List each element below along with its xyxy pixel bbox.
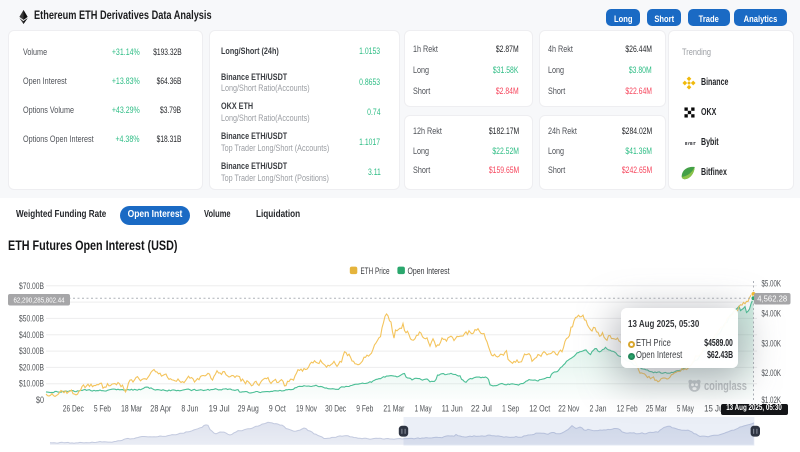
svg-text:$40.00B: $40.00B bbox=[19, 330, 44, 340]
svg-text:22 Jul: 22 Jul bbox=[471, 403, 492, 413]
svg-text:$20.00B: $20.00B bbox=[19, 362, 44, 372]
svg-text:11 Jun: 11 Jun bbox=[442, 403, 463, 413]
svg-text:18 Mar: 18 Mar bbox=[121, 403, 142, 413]
svg-text:5 Feb: 5 Feb bbox=[94, 403, 111, 413]
svg-text:$2.00K: $2.00K bbox=[762, 368, 782, 378]
svg-text:30 Dec: 30 Dec bbox=[325, 403, 346, 413]
svg-text:29 Aug: 29 Aug bbox=[238, 403, 259, 413]
svg-text:22 Nov: 22 Nov bbox=[558, 403, 579, 413]
svg-text:28 Apr: 28 Apr bbox=[150, 403, 171, 413]
svg-text:$5.00K: $5.00K bbox=[762, 279, 782, 289]
svg-text:12 Oct: 12 Oct bbox=[529, 403, 550, 413]
svg-text:ETH Price: ETH Price bbox=[361, 266, 390, 276]
svg-text:21 Mar: 21 Mar bbox=[383, 403, 404, 413]
svg-text:$1.02K: $1.02K bbox=[762, 395, 782, 405]
svg-text:$50.00B: $50.00B bbox=[19, 313, 44, 323]
svg-text:25 Mar: 25 Mar bbox=[646, 403, 667, 413]
svg-text:$70.00B: $70.00B bbox=[19, 281, 44, 291]
svg-text:Open Interest: Open Interest bbox=[408, 266, 450, 276]
svg-text:19 Nov: 19 Nov bbox=[296, 403, 317, 413]
svg-text:$0: $0 bbox=[36, 395, 44, 405]
svg-text:9 Oct: 9 Oct bbox=[269, 403, 286, 413]
svg-text:26 Dec: 26 Dec bbox=[63, 403, 84, 413]
svg-text:1 Sep: 1 Sep bbox=[502, 403, 519, 413]
svg-text:coinglass: coinglass bbox=[704, 379, 747, 393]
svg-text:$3.00K: $3.00K bbox=[762, 339, 782, 349]
svg-text:9 Feb: 9 Feb bbox=[356, 403, 373, 413]
svg-text:5 May: 5 May bbox=[677, 403, 694, 413]
svg-text:$10.00B: $10.00B bbox=[19, 379, 44, 389]
svg-text:8 Jun: 8 Jun bbox=[181, 403, 198, 413]
svg-text:$4.00K: $4.00K bbox=[762, 309, 782, 319]
svg-text:$30.00B: $30.00B bbox=[19, 346, 44, 356]
svg-text:12 Feb: 12 Feb bbox=[617, 403, 638, 413]
svg-text:15 Jul: 15 Jul bbox=[704, 403, 725, 413]
svg-text:1 May: 1 May bbox=[415, 403, 432, 413]
svg-text:2 Jan: 2 Jan bbox=[590, 403, 607, 413]
svg-text:19 Jul: 19 Jul bbox=[209, 403, 230, 413]
svg-text:4,562.28: 4,562.28 bbox=[757, 295, 788, 304]
svg-text:62,290,285,802.44: 62,290,285,802.44 bbox=[14, 297, 65, 304]
